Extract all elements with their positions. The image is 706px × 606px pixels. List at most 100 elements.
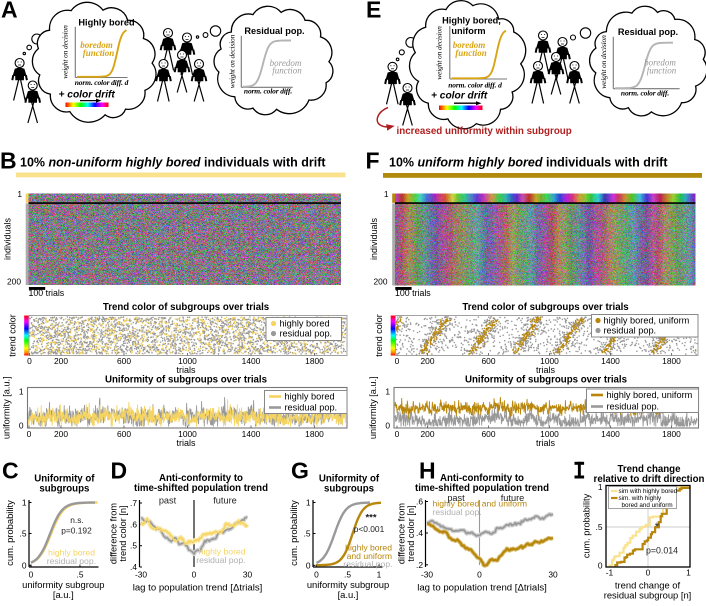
svg-text:norm. color diff.: norm. color diff.: [621, 89, 669, 98]
svg-text:.5: .5: [130, 541, 137, 551]
svg-text:uniform: uniform: [451, 26, 485, 36]
svg-text:Anti-conformity to: Anti-conformity to: [159, 473, 243, 484]
svg-text:sim with highly bored: sim with highly bored: [619, 488, 678, 495]
svg-text:D: D: [111, 458, 128, 484]
svg-text:time-shifted population trend: time-shifted population trend: [134, 483, 268, 494]
svg-text:function: function: [272, 66, 302, 76]
svg-text:.5: .5: [77, 570, 84, 580]
svg-text:.2: .2: [416, 560, 423, 570]
svg-text:future: future: [213, 496, 237, 506]
svg-text:boredom: boredom: [644, 58, 676, 68]
svg-text:Anti-conformity to: Anti-conformity to: [440, 473, 524, 484]
svg-text:1400: 1400: [601, 356, 620, 366]
svg-text:600: 600: [117, 429, 131, 439]
svg-text:cum. probability: cum. probability: [4, 500, 15, 566]
svg-text:1000: 1000: [540, 356, 559, 366]
svg-text:lag to population trend [Δtria: lag to population trend [Δtrials]: [133, 583, 263, 594]
svg-text:trials: trials: [176, 365, 196, 375]
svg-text:residual pop.: residual pop.: [433, 507, 482, 517]
svg-text:residual pop.: residual pop.: [285, 403, 338, 413]
svg-text:trials: trials: [176, 438, 196, 448]
svg-text:uniformity [a.u.]: uniformity [a.u.]: [2, 376, 12, 439]
svg-text:.5: .5: [304, 529, 311, 539]
svg-text:0: 0: [19, 420, 24, 430]
svg-text:norm. color diff. d: norm. color diff. d: [448, 81, 502, 90]
svg-text:E: E: [366, 0, 381, 23]
svg-text:individuals: individuals: [3, 217, 13, 260]
svg-text:*: *: [655, 520, 660, 534]
svg-text:Highly bored,: Highly bored,: [442, 16, 501, 26]
svg-text:p=0.192: p=0.192: [61, 526, 92, 536]
svg-text:past: past: [159, 496, 177, 506]
svg-text:1000: 1000: [178, 429, 197, 439]
svg-text:uniformity subgroup: uniformity subgroup: [22, 579, 104, 590]
svg-text:[a.u.]: [a.u.]: [53, 589, 74, 600]
svg-text:residual pop.: residual pop.: [607, 402, 660, 412]
svg-text:30: 30: [243, 570, 253, 580]
svg-text:0: 0: [395, 356, 400, 366]
svg-text:time-shifted population trend: time-shifted population trend: [415, 483, 549, 494]
svg-text:10% uniform highly bored indiv: 10% uniform highly bored individuals wit…: [389, 155, 668, 169]
svg-text:1: 1: [385, 386, 390, 396]
svg-text:200: 200: [421, 356, 435, 366]
svg-text:A: A: [1, 0, 18, 23]
svg-text:-30: -30: [135, 570, 147, 580]
svg-text:600: 600: [482, 356, 496, 366]
svg-text:trend color: trend color: [374, 314, 384, 357]
svg-text:600: 600: [482, 429, 496, 439]
svg-text:1400: 1400: [601, 429, 620, 439]
svg-text:0: 0: [27, 429, 32, 439]
svg-text:100 trials: 100 trials: [395, 288, 431, 298]
svg-text:function: function: [83, 48, 115, 58]
svg-text:highly bored: highly bored: [345, 543, 392, 553]
svg-text:trend color [n]: trend color [n]: [406, 505, 416, 561]
svg-text:weight on decision: weight on decision: [228, 34, 237, 88]
svg-text:trend color [n]: trend color [n]: [118, 505, 128, 561]
svg-text:.7: .7: [130, 498, 137, 508]
svg-text:trend color: trend color: [8, 314, 18, 357]
svg-text:0: 0: [646, 568, 651, 578]
svg-text:1400: 1400: [242, 429, 261, 439]
svg-text:1400: 1400: [242, 356, 261, 366]
svg-text:difference from: difference from: [109, 503, 119, 564]
svg-text:boredom: boredom: [80, 40, 113, 50]
svg-text:.6: .6: [416, 497, 423, 507]
svg-text:highly bored: highly bored: [48, 548, 95, 558]
svg-text:weight on decision: weight on decision: [61, 25, 70, 79]
svg-text:0: 0: [29, 570, 34, 580]
svg-text:100 trials: 100 trials: [29, 288, 65, 298]
svg-text:future: future: [501, 493, 525, 503]
svg-text:p=0.014: p=0.014: [646, 546, 678, 556]
svg-text:.4: .4: [416, 528, 423, 538]
svg-text:0: 0: [306, 560, 311, 570]
svg-text:1: 1: [377, 570, 382, 580]
svg-text:Uniformity of subgroups over t: Uniformity of subgroups over trials: [105, 375, 267, 386]
svg-text:norm. color diff. d: norm. color diff. d: [75, 78, 129, 87]
svg-text:10% non-uniform highly bored i: 10% non-uniform highly bored individuals…: [20, 155, 326, 169]
svg-text:0: 0: [314, 570, 319, 580]
svg-text:B: B: [0, 148, 17, 174]
svg-text:1000: 1000: [540, 429, 559, 439]
svg-text:0: 0: [598, 561, 603, 571]
svg-text:.4: .4: [130, 562, 137, 572]
svg-text:residual pop.: residual pop.: [343, 559, 392, 569]
svg-text:highly bored: highly bored: [280, 319, 330, 329]
svg-text:highly bored and uniform: highly bored and uniform: [433, 499, 528, 509]
svg-text:Uniformity of: Uniformity of: [319, 474, 380, 485]
svg-text:highly bored: highly bored: [199, 547, 246, 557]
svg-text:[a.u.]: [a.u.]: [338, 589, 359, 600]
svg-text:increased uniformity within su: increased uniformity within subgroup: [397, 126, 572, 137]
svg-text:.5: .5: [344, 570, 351, 580]
svg-text:1: 1: [17, 189, 22, 199]
svg-text:cum. probability: cum. probability: [582, 493, 592, 558]
svg-text:subgroups: subgroups: [39, 483, 89, 494]
svg-text:and uniform: and uniform: [347, 551, 392, 561]
svg-text:trials: trials: [536, 438, 556, 448]
svg-text:boredom: boredom: [453, 40, 486, 50]
svg-text:.5: .5: [20, 529, 27, 539]
svg-text:.6: .6: [130, 519, 137, 529]
svg-text:1: 1: [686, 568, 691, 578]
svg-text:200: 200: [54, 356, 68, 366]
svg-text:residual pop.: residual pop.: [196, 555, 245, 565]
svg-text:200: 200: [421, 429, 435, 439]
